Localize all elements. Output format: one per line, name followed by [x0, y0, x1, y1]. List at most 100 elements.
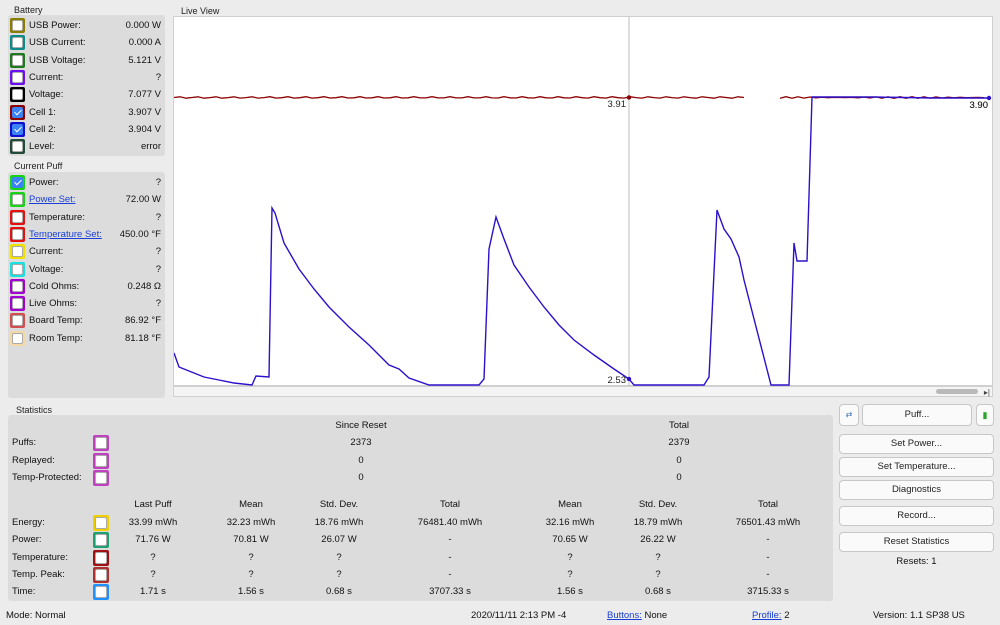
stat-metric-color-swatch-checkbox[interactable]: [95, 517, 107, 529]
profile-link[interactable]: Profile:: [752, 610, 782, 621]
stat-metric-color-swatch[interactable]: [93, 566, 109, 583]
battery-checkbox[interactable]: [12, 89, 23, 101]
stat-count-color-swatch[interactable]: [93, 435, 109, 451]
battery-checkbox[interactable]: [12, 54, 23, 66]
stat-metric-label: Time:: [12, 586, 36, 598]
battery-value: 0.000 W: [125, 20, 161, 31]
puff-row: Temperature:?: [8, 209, 165, 227]
set-power-button[interactable]: Set Power...: [839, 434, 994, 454]
battery-color-swatch[interactable]: [10, 87, 25, 103]
puff-label: Cold Ohms:: [29, 280, 80, 292]
version-status: Version: 1.1 SP38 US: [873, 610, 965, 621]
battery-color-swatch[interactable]: [10, 104, 25, 120]
puff-checkbox[interactable]: [12, 177, 23, 188]
puff-checkbox[interactable]: [12, 315, 23, 327]
stat-metric-color-swatch-checkbox[interactable]: [95, 586, 107, 599]
mode-status: Mode: Normal: [6, 610, 66, 621]
stat-count-color-swatch-checkbox[interactable]: [95, 437, 107, 449]
puff-color-swatch[interactable]: [10, 192, 25, 208]
puff-color-swatch[interactable]: [10, 175, 25, 190]
end-value-b: 3.90: [970, 100, 989, 111]
puff-color-swatch[interactable]: [10, 296, 25, 312]
stat-column-header: Mean: [558, 499, 582, 510]
puff-color-swatch[interactable]: [10, 226, 25, 242]
puff-row: Power:?: [8, 175, 165, 192]
stat-metric-value: 76501.43 mWh: [735, 517, 801, 528]
stat-column-header: Std. Dev.: [638, 499, 678, 510]
since-reset-header: Since Reset: [335, 420, 387, 431]
battery-checkbox[interactable]: [12, 141, 23, 153]
stat-metric-value: 32.23 mWh: [226, 517, 276, 528]
cursor-marker-cell1: [626, 95, 632, 100]
puff-checkbox[interactable]: [12, 263, 23, 275]
puff-color-swatch[interactable]: [10, 313, 25, 329]
battery-color-swatch[interactable]: [10, 69, 25, 85]
puff-checkbox[interactable]: [12, 280, 23, 292]
puff-checkbox[interactable]: [12, 332, 23, 344]
reset-statistics-button[interactable]: Reset Statistics: [839, 532, 994, 552]
stat-metric-color-swatch-checkbox[interactable]: [95, 568, 107, 581]
puff-color-swatch[interactable]: [10, 261, 25, 277]
battery-checkbox[interactable]: [12, 37, 23, 49]
puff-checkbox[interactable]: [12, 194, 23, 206]
puff-button[interactable]: Puff...: [862, 404, 972, 426]
cursor-value-top: 3.91: [608, 99, 627, 110]
cell2-trace: [173, 96, 989, 386]
battery-checkbox[interactable]: [12, 106, 23, 118]
battery-checkbox[interactable]: [12, 20, 23, 31]
stat-metric-value: -: [766, 534, 770, 546]
stat-metric-color-swatch-checkbox[interactable]: [95, 534, 107, 547]
battery-checkbox[interactable]: [12, 71, 23, 83]
stat-metric-color-swatch[interactable]: [93, 549, 109, 566]
battery-color-swatch[interactable]: [10, 35, 25, 51]
stat-metric-value: 33.99 mWh: [128, 517, 178, 528]
battery-checkbox[interactable]: [12, 123, 23, 135]
puff-label[interactable]: Temperature Set:: [29, 228, 102, 240]
battery-color-swatch[interactable]: [10, 121, 25, 137]
set-temperature-button[interactable]: Set Temperature...: [839, 457, 994, 477]
puff-value: 72.00 W: [125, 194, 161, 206]
stat-metric-color-swatch-checkbox[interactable]: [95, 551, 107, 564]
live-view-chart[interactable]: 3.91 2.53 3.90 3.90: [173, 16, 993, 387]
stat-metric-color-swatch[interactable]: [93, 515, 109, 531]
stat-metric-color-swatch[interactable]: [93, 584, 109, 601]
puff-label: Room Temp:: [29, 332, 83, 344]
puff-checkbox[interactable]: [12, 211, 23, 223]
live-view-scrollbar[interactable]: ▸|: [173, 386, 993, 397]
stat-count-color-swatch[interactable]: [93, 470, 109, 486]
puff-checkbox[interactable]: [12, 228, 23, 240]
battery-row: USB Current: 0.000 A: [8, 35, 165, 52]
battery-value: 3.904 V: [128, 123, 161, 135]
puff-color-swatch[interactable]: [10, 278, 25, 294]
diagnostics-button[interactable]: Diagnostics: [839, 480, 994, 500]
puff-checkbox[interactable]: [12, 298, 23, 310]
puff-mode-icon-button[interactable]: ⇄: [839, 404, 859, 426]
cursor-marker-cell2: [626, 376, 632, 382]
stat-count-color-swatch-checkbox[interactable]: [95, 454, 107, 467]
stat-metric-value: 3715.33 s: [747, 586, 789, 598]
battery-row: Current:?: [8, 69, 165, 87]
live-view-plot: 3.912.533.903.90: [173, 17, 992, 387]
stat-metric-color-swatch[interactable]: [93, 532, 109, 549]
stat-metric-value: 18.76 mWh: [314, 517, 364, 528]
battery-color-swatch[interactable]: [10, 52, 25, 68]
battery-color-swatch[interactable]: [10, 139, 25, 155]
puff-label[interactable]: Power Set:: [29, 194, 76, 206]
buttons-link[interactable]: Buttons:: [607, 610, 642, 621]
live-view-title: Live View: [181, 6, 220, 16]
battery-color-swatch[interactable]: [10, 18, 25, 33]
scroll-to-end-icon[interactable]: ▸|: [983, 388, 990, 397]
scrollbar-thumb[interactable]: [936, 389, 978, 394]
stat-count-color-swatch[interactable]: [93, 452, 109, 469]
record-button[interactable]: Record...: [839, 506, 994, 526]
puff-checkbox[interactable]: [12, 246, 23, 258]
battery-icon-button[interactable]: ▮: [976, 404, 994, 426]
battery-label: Cell 1:: [29, 106, 56, 118]
puff-color-swatch[interactable]: [10, 209, 25, 225]
stat-count-color-swatch-checkbox[interactable]: [95, 472, 107, 484]
stat-metric-value: 26.22 W: [640, 534, 676, 546]
battery-value: error: [140, 141, 161, 153]
puff-value: ?: [155, 246, 161, 258]
puff-color-swatch[interactable]: [10, 244, 25, 260]
puff-color-swatch[interactable]: [10, 330, 25, 346]
